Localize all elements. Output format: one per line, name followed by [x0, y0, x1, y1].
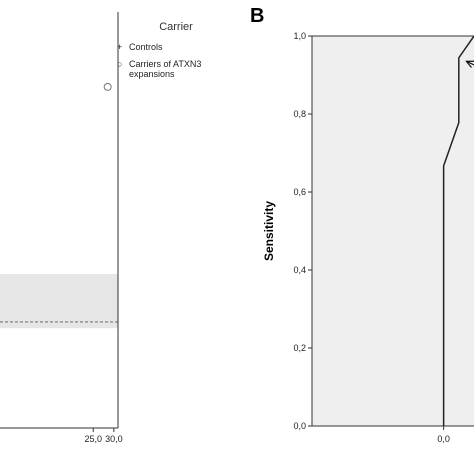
legend-marker-controls: + — [117, 42, 122, 52]
x-tick-label: 25,0 — [84, 434, 102, 444]
legend-label: Controls — [129, 42, 163, 52]
y-tick-label: 1,0 — [293, 31, 306, 41]
y-tick-label: 0,4 — [293, 265, 306, 275]
panel-label: B — [250, 5, 264, 27]
annotation-arrow-head — [465, 60, 474, 68]
legend-title: Carrier — [159, 21, 193, 33]
legend-label: expansions — [129, 69, 175, 79]
y-tick-label: 0,2 — [293, 343, 306, 353]
reference-band — [0, 274, 118, 329]
y-axis-label: Sensitivity — [262, 201, 276, 261]
y-tick-label: 0,6 — [293, 187, 306, 197]
data-point-carrier — [103, 82, 112, 91]
panel-b: B 0,0 0,2 0,4 0,6 0,8 1,0 0,0 Sensitivity — [250, 5, 474, 444]
y-tick-label: 0,8 — [293, 109, 306, 119]
legend-label: Carriers of ATXN3 — [129, 59, 201, 69]
annotation-arrow-line — [466, 60, 474, 66]
x-tick-label: 0,0 — [437, 434, 450, 444]
plot-area — [311, 35, 474, 427]
y-tick-label: 0,0 — [293, 421, 306, 431]
x-tick-label: 30,0 — [105, 434, 123, 444]
legend-marker-carriers: ○ — [117, 59, 122, 69]
panel-a: 25,0 30,0 Carrier + Controls ○ Carriers of ATX… — [0, 12, 201, 444]
roc-curve — [442, 35, 474, 426]
